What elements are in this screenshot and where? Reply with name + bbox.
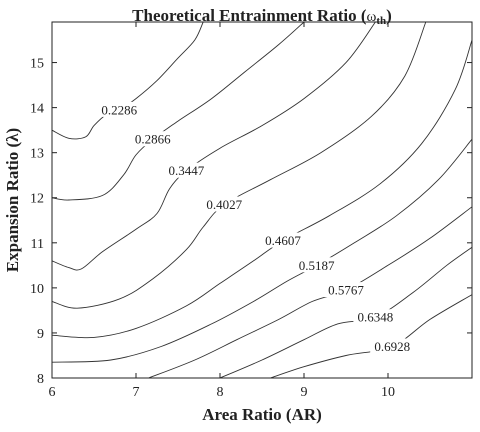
y-tick-label: 15 xyxy=(30,57,44,72)
chart-title-symbol: ω xyxy=(367,9,377,25)
contour-label-background xyxy=(164,162,209,178)
y-tick-label: 11 xyxy=(31,237,44,252)
y-axis-label: Expansion Ratio (λ) xyxy=(3,128,22,272)
contour-level-label: 0.3447 xyxy=(169,163,205,178)
contour-line-7 xyxy=(148,206,473,379)
contour-label-background xyxy=(202,196,247,212)
contour-level-label: 0.6928 xyxy=(374,339,410,354)
x-axis-label: Area Ratio (AR) xyxy=(202,405,322,424)
contour-label-background xyxy=(353,309,398,325)
contour-label-background xyxy=(324,282,368,298)
contour-label-background xyxy=(370,338,415,354)
contour-line-5 xyxy=(51,39,473,339)
x-tick-label: 7 xyxy=(133,385,140,400)
chart-title: Theoretical Entrainment Ratio (ωth) xyxy=(132,6,392,27)
contour-line-4 xyxy=(51,21,427,309)
contour-line-3 xyxy=(51,21,376,271)
contour-line-9 xyxy=(270,294,473,379)
contour-lines xyxy=(51,21,473,379)
contour-level-label: 0.5187 xyxy=(299,258,335,273)
contour-line-6 xyxy=(51,138,473,363)
x-tick-label: 9 xyxy=(301,385,308,400)
contour-line-8 xyxy=(219,246,473,379)
x-tick-label: 10 xyxy=(381,385,395,400)
chart-title-main: Theoretical Entrainment Ratio ( xyxy=(132,6,367,25)
y-tick-label: 14 xyxy=(30,102,44,117)
contour-level-label: 0.6348 xyxy=(358,310,394,325)
chart-title-subscript: th xyxy=(376,15,386,27)
y-tick-label: 9 xyxy=(37,327,44,342)
contour-label-background xyxy=(261,232,305,248)
x-tick-label: 6 xyxy=(49,385,56,400)
chart-title-close: ) xyxy=(386,6,392,25)
contour-level-label: 0.4607 xyxy=(265,233,301,248)
contour-level-label: 0.5767 xyxy=(328,283,364,298)
contour-label-background xyxy=(130,131,175,147)
contour-level-label: 0.2286 xyxy=(101,102,137,117)
y-tick-label: 12 xyxy=(30,192,44,207)
contour-label-background xyxy=(294,257,339,273)
y-tick-label: 10 xyxy=(30,282,44,297)
x-axis-ticks: 6 7 8 9 10 xyxy=(49,22,395,400)
contour-line-1 xyxy=(51,21,204,140)
contour-label-background xyxy=(97,101,142,117)
plot-frame xyxy=(51,21,473,379)
x-tick-label: 8 xyxy=(217,385,224,400)
contour-level-label: 0.4027 xyxy=(206,197,242,212)
y-axis-ticks: 8 9 10 11 12 13 14 15 xyxy=(30,57,472,387)
contour-level-labels: 0.2286 0.2866 0.3447 0.4027 0.4607 0.5187 0.57… xyxy=(97,101,415,354)
contour-level-label: 0.2866 xyxy=(135,132,171,147)
y-tick-label: 8 xyxy=(37,372,44,387)
y-tick-label: 13 xyxy=(30,147,44,162)
